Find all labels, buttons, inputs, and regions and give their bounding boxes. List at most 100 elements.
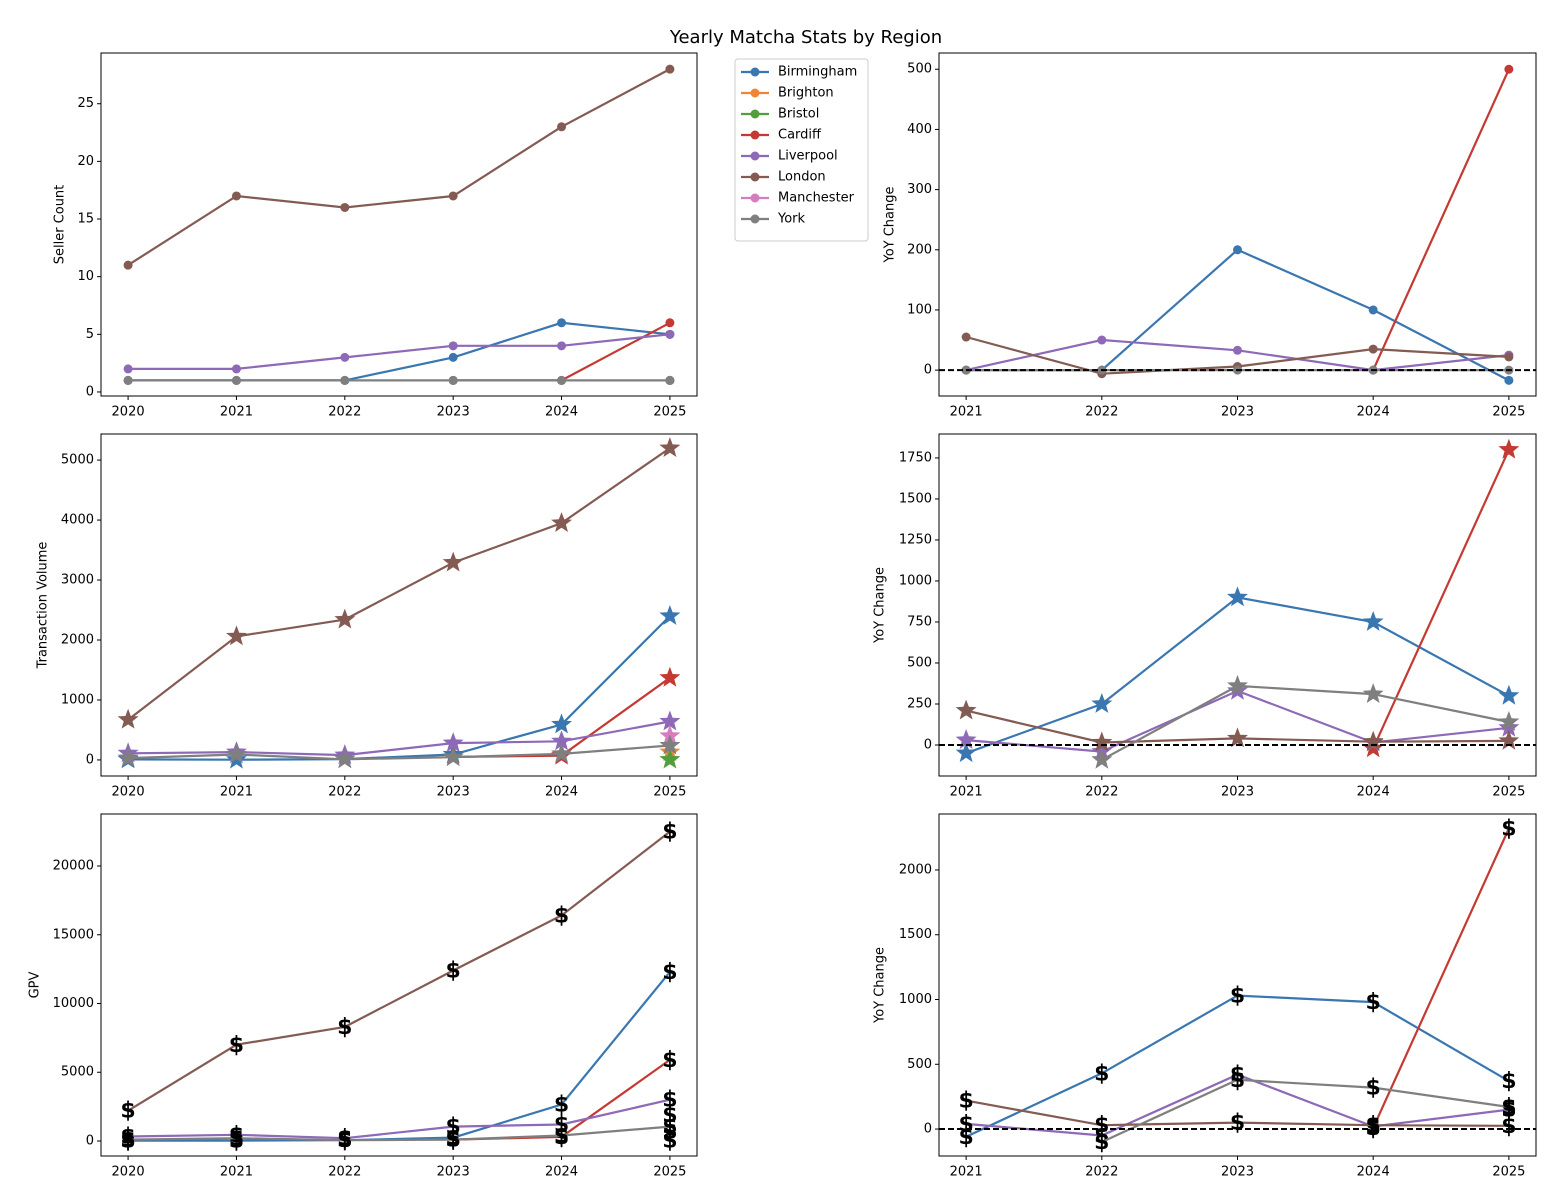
axes-frame xyxy=(938,813,1537,1157)
y-tick-label: 2000 xyxy=(899,862,932,877)
x-tick-label: 2022 xyxy=(328,405,361,420)
marker xyxy=(1227,727,1248,748)
marker: $ xyxy=(337,1128,352,1153)
marker: $ xyxy=(337,1126,352,1151)
marker: $ xyxy=(120,1124,135,1149)
marker xyxy=(1498,438,1520,459)
marker xyxy=(1233,345,1242,355)
marker: $ xyxy=(554,1125,569,1150)
marker: $ xyxy=(1366,1114,1381,1139)
marker xyxy=(659,666,681,687)
series-line xyxy=(128,971,671,1142)
marker xyxy=(665,375,675,385)
legend-marker xyxy=(750,172,760,182)
marker: $ xyxy=(120,1129,135,1154)
marker: $ xyxy=(446,959,461,984)
x-tick-label: 2025 xyxy=(653,405,686,420)
marker xyxy=(1504,375,1514,385)
marker xyxy=(123,375,133,385)
marker: $ xyxy=(1094,1130,1109,1155)
series-line xyxy=(128,1125,670,1142)
marker xyxy=(448,375,458,385)
y-axis-label: YoY Change xyxy=(873,947,888,1024)
series-line xyxy=(1372,828,1510,1129)
marker: $ xyxy=(229,1123,244,1148)
y-tick-label: 500 xyxy=(907,655,932,670)
y-tick-label: 1250 xyxy=(899,532,932,547)
y-tick-label: 0 xyxy=(86,752,94,767)
x-tick-label: 2025 xyxy=(653,1165,686,1180)
plot-area: $ $ $ $$$$$$ $$$ $ $ $ $$$$$$$$$$ $ $ $ $ $ xyxy=(120,820,677,1154)
marker: $ xyxy=(1230,1068,1245,1093)
legend-marker xyxy=(750,214,760,224)
marker xyxy=(1498,684,1520,705)
marker xyxy=(665,64,675,74)
axes-frame xyxy=(100,813,698,1157)
marker: $ xyxy=(958,1089,973,1114)
y-tick-label: 4000 xyxy=(61,513,94,528)
marker: $ xyxy=(120,1099,135,1124)
marker xyxy=(955,729,977,749)
y-tick-label: 1000 xyxy=(899,992,932,1007)
y-tick-label: 1000 xyxy=(899,573,932,588)
marker xyxy=(117,708,139,729)
marker xyxy=(231,191,241,201)
x-tick-label: 2021 xyxy=(950,1165,983,1180)
series-line xyxy=(1372,449,1510,749)
marker xyxy=(448,341,458,351)
marker: $ xyxy=(662,1119,677,1144)
legend-marker xyxy=(750,151,760,161)
marker: $ xyxy=(958,1112,973,1137)
marker: $ xyxy=(1230,1111,1245,1136)
legend-label: Brighton xyxy=(778,86,834,101)
x-tick-label: 2023 xyxy=(1221,1165,1254,1180)
x-tick-label: 2025 xyxy=(1492,785,1525,800)
marker xyxy=(442,746,464,767)
legend-label: London xyxy=(778,170,826,185)
marker xyxy=(340,375,350,385)
marker xyxy=(557,375,567,385)
y-tick-label: 1500 xyxy=(899,927,932,942)
marker xyxy=(955,742,977,763)
marker xyxy=(226,743,247,764)
legend-box xyxy=(734,58,869,242)
x-tick-label: 2021 xyxy=(950,785,983,800)
series-line xyxy=(1101,684,1510,761)
marker: $ xyxy=(446,1128,461,1153)
marker xyxy=(1091,748,1113,769)
marker: $ xyxy=(1366,1076,1381,1101)
marker xyxy=(1368,305,1378,315)
marker: $ xyxy=(1094,1061,1109,1086)
marker xyxy=(1368,344,1378,354)
marker xyxy=(955,699,977,720)
marker xyxy=(442,732,464,752)
marker: $ xyxy=(662,960,677,985)
marker xyxy=(557,341,567,351)
series-line xyxy=(128,333,671,370)
marker xyxy=(123,260,133,270)
y-tick-label: 0 xyxy=(924,1122,932,1137)
series-line xyxy=(1101,1078,1510,1143)
marker: $ xyxy=(229,1033,244,1058)
series-line xyxy=(966,1073,1510,1137)
marker xyxy=(659,605,681,625)
marker: $ xyxy=(1501,1114,1516,1139)
y-tick-label: 750 xyxy=(907,614,932,629)
marker: $ xyxy=(662,1103,677,1128)
x-tick-label: 2025 xyxy=(1492,405,1525,420)
x-tick-label: 2020 xyxy=(112,405,145,420)
x-tick-label: 2021 xyxy=(220,1165,253,1180)
y-tick-label: 15000 xyxy=(53,927,94,942)
marker xyxy=(1362,730,1384,751)
marker: $ xyxy=(446,1115,461,1140)
marker: $ xyxy=(662,1128,677,1153)
y-tick-label: 0 xyxy=(924,363,932,378)
plot-area xyxy=(123,64,675,385)
marker xyxy=(231,375,241,385)
marker: $ xyxy=(1366,1113,1381,1138)
marker xyxy=(1504,352,1514,362)
marker: $ xyxy=(662,820,677,845)
marker: $ xyxy=(1094,1113,1109,1138)
y-tick-label: 0 xyxy=(924,737,932,752)
